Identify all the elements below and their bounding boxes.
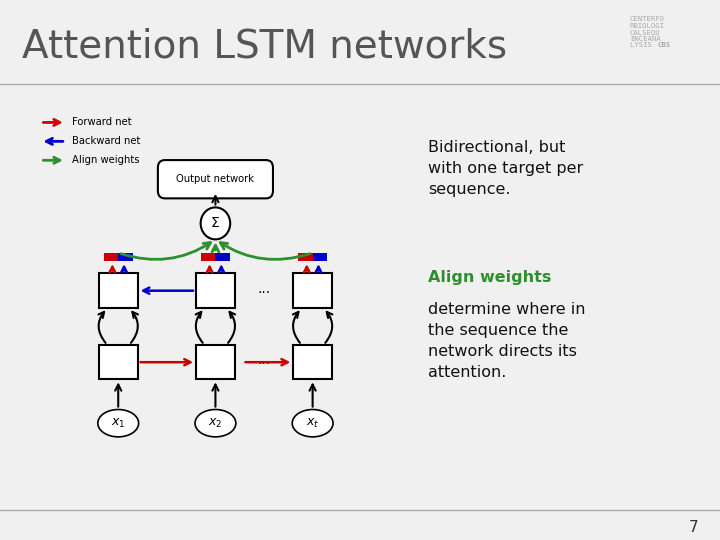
Bar — [104, 253, 118, 261]
Text: CENTERFO: CENTERFO — [630, 16, 665, 22]
Text: $x_2$: $x_2$ — [208, 417, 222, 430]
Text: Attention LSTM networks: Attention LSTM networks — [22, 27, 507, 65]
Text: $\Sigma$: $\Sigma$ — [210, 217, 220, 231]
Circle shape — [201, 207, 230, 239]
FancyBboxPatch shape — [196, 273, 235, 308]
Text: ...: ... — [258, 353, 271, 367]
Text: ...: ... — [258, 281, 271, 295]
Bar — [215, 253, 230, 261]
Text: Output network: Output network — [176, 174, 254, 184]
Bar — [312, 253, 327, 261]
Text: Align weights: Align weights — [428, 270, 552, 285]
Ellipse shape — [195, 409, 236, 437]
Text: Bidirectional, but
with one target per
sequence.: Bidirectional, but with one target per s… — [428, 140, 584, 198]
FancyBboxPatch shape — [158, 160, 273, 198]
Bar — [201, 253, 215, 261]
Text: 7: 7 — [689, 519, 698, 535]
Ellipse shape — [98, 409, 139, 437]
Bar — [118, 253, 132, 261]
FancyBboxPatch shape — [293, 345, 332, 380]
Text: Forward net: Forward net — [71, 117, 131, 127]
Text: $x_1$: $x_1$ — [111, 417, 125, 430]
Text: CBS: CBS — [657, 42, 670, 48]
Text: $x_t$: $x_t$ — [306, 417, 320, 430]
Text: LYSIS: LYSIS — [630, 42, 656, 48]
Text: Backward net: Backward net — [71, 137, 140, 146]
Text: CALSEQU: CALSEQU — [630, 29, 661, 35]
Text: determine where in
the sequence the
network directs its
attention.: determine where in the sequence the netw… — [428, 302, 586, 380]
Text: RBIOLOGI: RBIOLOGI — [630, 23, 665, 29]
Text: Align weights: Align weights — [71, 156, 139, 165]
FancyBboxPatch shape — [196, 345, 235, 380]
Text: ENCEANA: ENCEANA — [630, 36, 661, 42]
Ellipse shape — [292, 409, 333, 437]
FancyBboxPatch shape — [99, 345, 138, 380]
Bar — [298, 253, 312, 261]
FancyBboxPatch shape — [99, 273, 138, 308]
FancyBboxPatch shape — [293, 273, 332, 308]
